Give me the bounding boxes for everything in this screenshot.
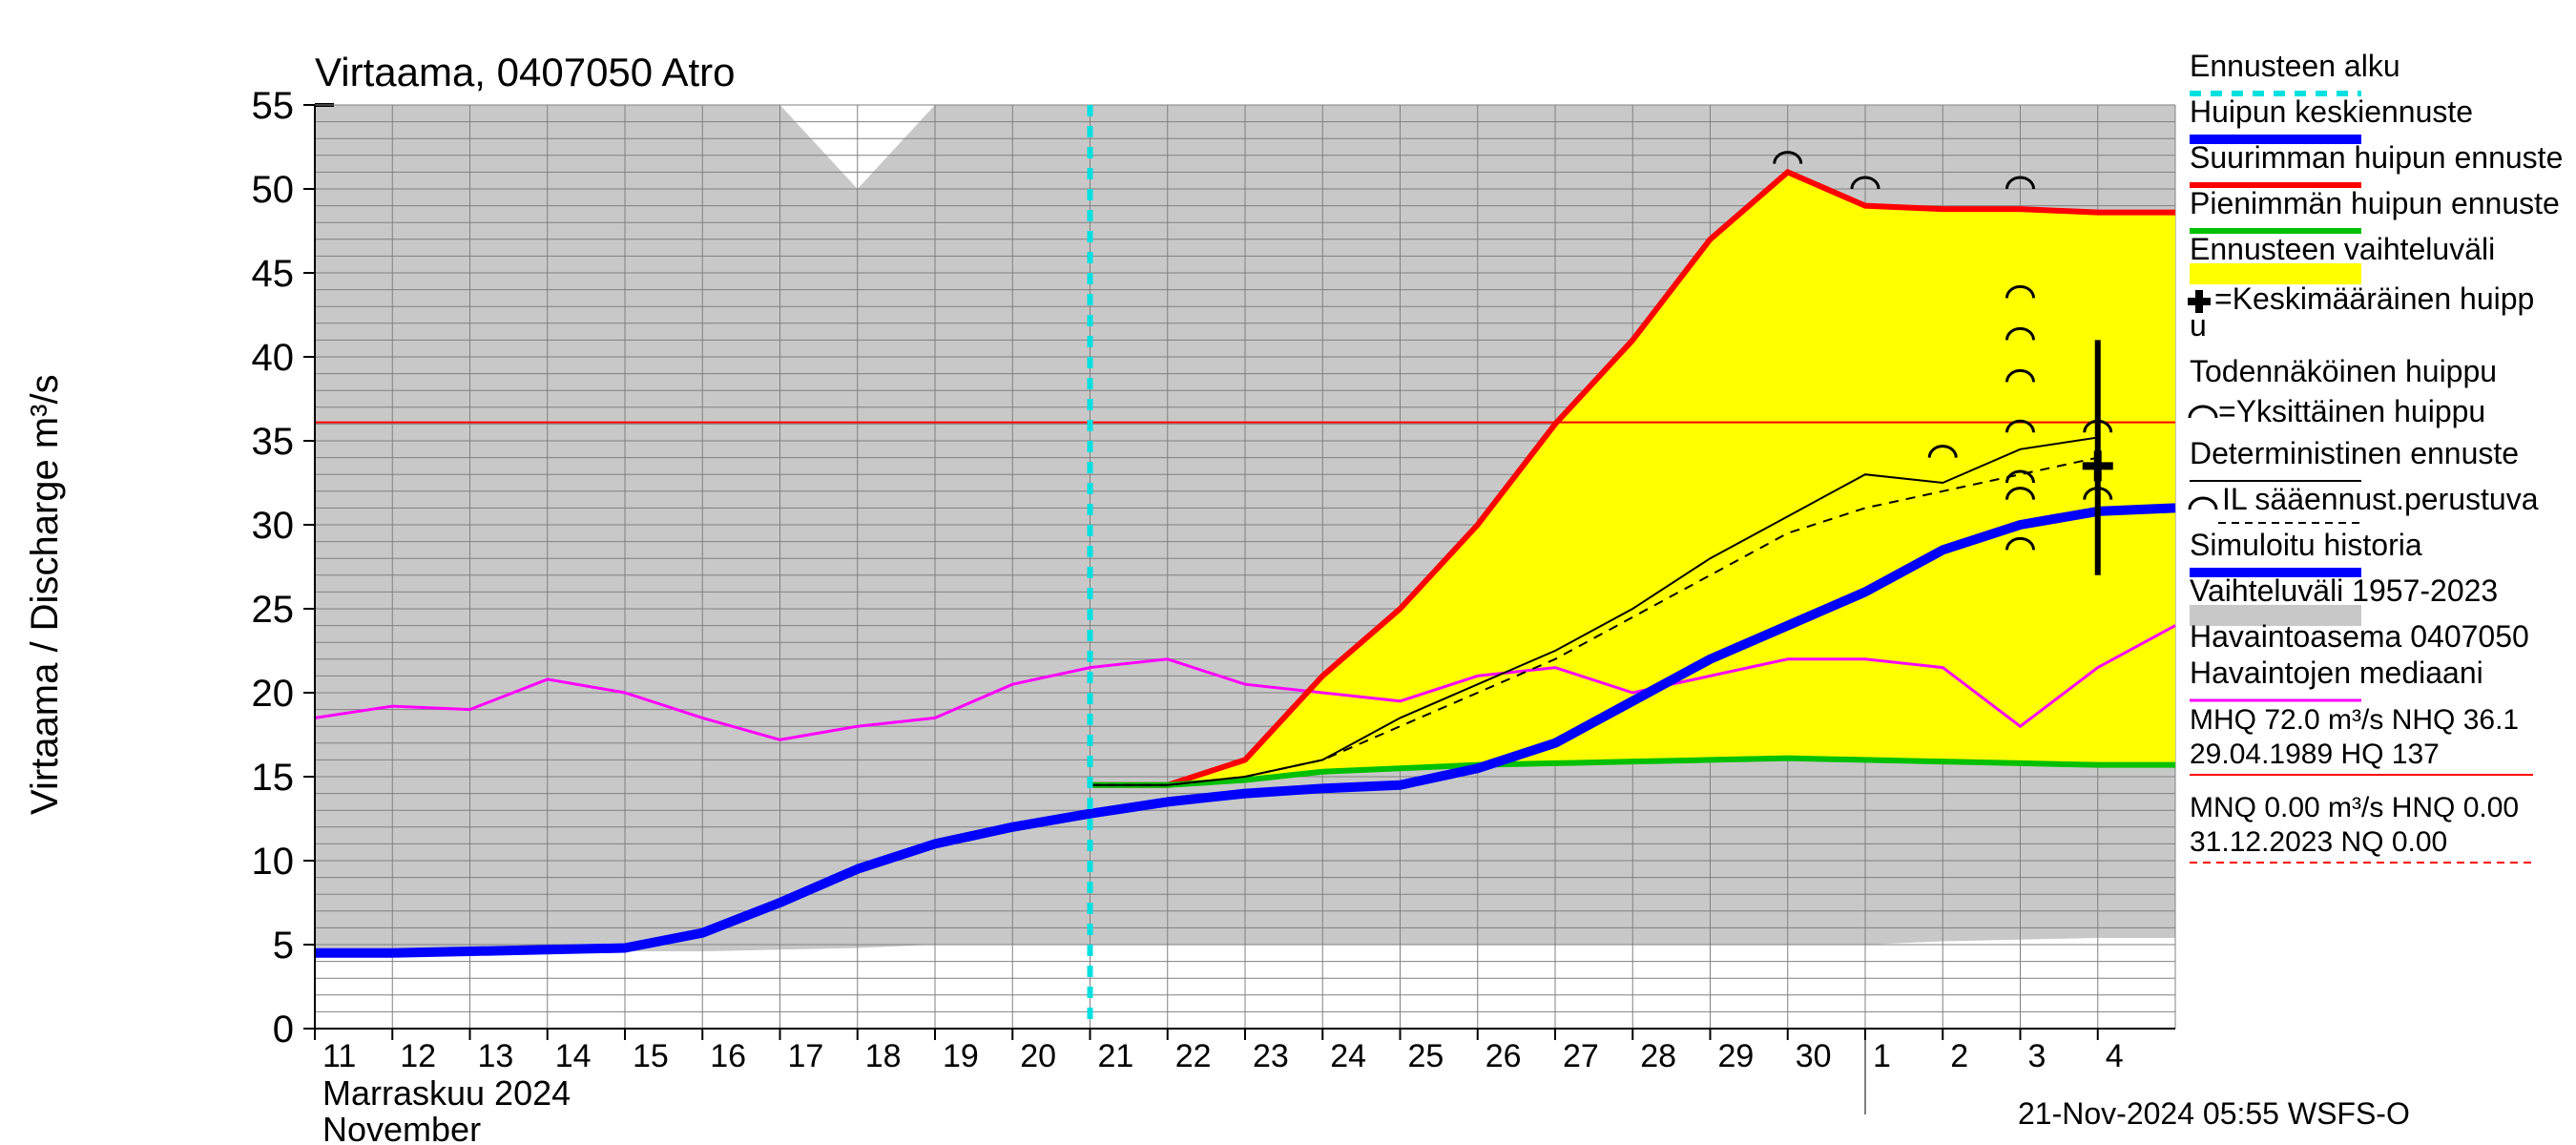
x-tick-label: 28 [1640,1038,1676,1074]
x-tick-label: 4 [2106,1038,2124,1074]
y-tick-label: 50 [252,169,295,211]
legend-footer: 29.04.1989 HQ 137 [2190,739,2440,770]
y-tick-label: 45 [252,253,295,295]
legend-label: Vaihteluväli 1957-2023 [2190,573,2498,608]
x-tick-label: 14 [555,1038,592,1074]
y-tick-label: 40 [252,337,295,379]
x-tick-label: 27 [1563,1038,1599,1074]
x-tick-label: 13 [478,1038,514,1074]
chart-svg: 0510152025303540455055111213141516171819… [0,0,2576,1145]
x-tick-label: 25 [1408,1038,1444,1074]
x-tick-label: 30 [1796,1038,1832,1074]
legend-label: Ennusteen alku [2190,49,2400,83]
x-month-label-en: November [322,1110,481,1145]
legend-label: Todennäköinen huippu [2190,354,2497,388]
legend-footer: MHQ 72.0 m³/s NHQ 36.1 [2190,704,2519,736]
x-tick-label: 18 [865,1038,902,1074]
legend-label: =Keskimääräinen huipp [2214,281,2534,316]
legend-label: Deterministinen ennuste [2190,436,2519,470]
y-tick-label: 55 [252,85,295,127]
y-tick-label: 30 [252,505,295,547]
x-tick-label: 23 [1253,1038,1289,1074]
timestamp: 21-Nov-2024 05:55 WSFS-O [2018,1096,2410,1131]
y-tick-label: 10 [252,841,295,883]
y-tick-label: 5 [273,925,294,967]
y-tick-label: 20 [252,673,295,715]
x-tick-label: 26 [1485,1038,1522,1074]
x-tick-label: 2 [1950,1038,1968,1074]
x-tick-label: 22 [1175,1038,1212,1074]
y-tick-label: 25 [252,589,295,631]
legend-label: u [2190,308,2207,343]
discharge-forecast-chart: 0510152025303540455055111213141516171819… [0,0,2576,1145]
chart-title: Virtaama, 0407050 Atro [315,50,736,94]
legend-label: IL sääennust.perustuva [2222,482,2539,516]
y-axis-label: Virtaama / Discharge m³/s [24,374,66,815]
x-tick-label: 1 [1873,1038,1891,1074]
x-tick-label: 21 [1098,1038,1134,1074]
legend-label: Havaintoasema 0407050 [2190,619,2529,654]
legend-label: Havaintojen mediaani [2190,656,2483,690]
x-tick-label: 12 [400,1038,436,1074]
legend-label: Suurimman huipun ennuste [2190,140,2563,175]
y-tick-label: 35 [252,421,295,463]
x-month-label: Marraskuu 2024 [322,1073,571,1113]
x-tick-label: 29 [1718,1038,1755,1074]
legend-label: Pienimmän huipun ennuste [2190,186,2560,220]
legend-label: Huipun keskiennuste [2190,94,2473,129]
x-tick-label: 24 [1330,1038,1366,1074]
legend-label: Simuloitu historia [2190,528,2422,562]
x-tick-label: 17 [788,1038,824,1074]
x-tick-label: 11 [322,1038,356,1074]
y-tick-label: 0 [273,1009,294,1051]
legend-label: Ennusteen vaihteluväli [2190,232,2495,266]
x-tick-label: 20 [1020,1038,1056,1074]
x-tick-label: 19 [943,1038,979,1074]
legend-footer: 31.12.2023 NQ 0.00 [2190,826,2447,858]
x-tick-label: 15 [633,1038,669,1074]
legend-footer: MNQ 0.00 m³/s HNQ 0.00 [2190,792,2519,823]
x-tick-label: 16 [710,1038,746,1074]
x-tick-label: 3 [2028,1038,2046,1074]
y-tick-label: 15 [252,757,295,799]
legend-label: =Yksittäinen huippu [2218,394,2485,428]
